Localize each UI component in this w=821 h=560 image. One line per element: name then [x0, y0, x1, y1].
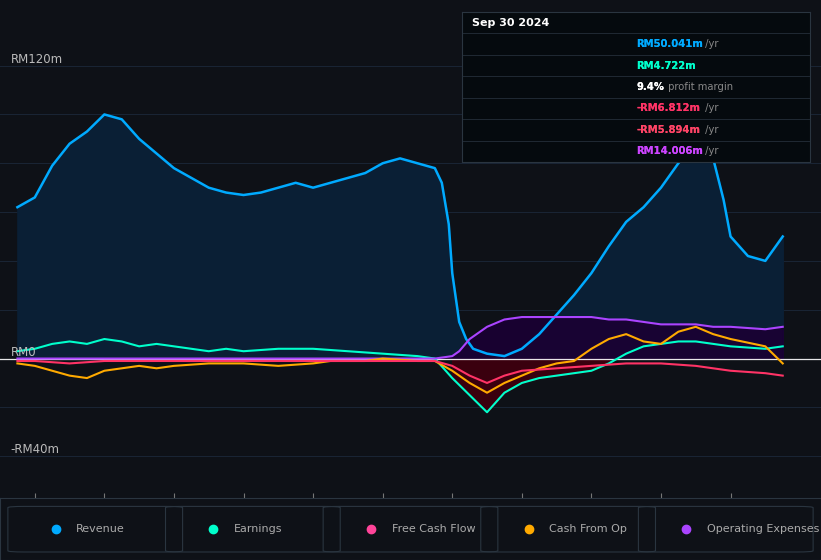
Text: Earnings: Earnings: [234, 524, 282, 534]
Text: /yr: /yr: [702, 125, 718, 135]
Text: Cash From Op: Cash From Op: [549, 524, 627, 534]
Text: -RM5.894m: -RM5.894m: [636, 125, 700, 135]
Text: /yr: /yr: [702, 39, 718, 49]
Text: Sep 30 2024: Sep 30 2024: [472, 18, 550, 27]
Text: -RM5.894m: -RM5.894m: [636, 125, 700, 135]
Text: RM4.722m: RM4.722m: [636, 60, 695, 71]
Text: 9.4%: 9.4%: [636, 82, 664, 92]
Text: RM14.006m: RM14.006m: [636, 146, 703, 156]
Text: -RM40m: -RM40m: [11, 443, 59, 456]
Text: Free Cash Flow: Free Cash Flow: [392, 524, 475, 534]
Text: RM0: RM0: [11, 346, 36, 358]
Text: /yr: /yr: [702, 146, 718, 156]
Text: 9.4%: 9.4%: [636, 82, 664, 92]
Text: -RM6.812m: -RM6.812m: [636, 104, 700, 114]
Text: RM50.041m: RM50.041m: [636, 39, 703, 49]
Text: profit margin: profit margin: [665, 82, 733, 92]
Text: RM120m: RM120m: [11, 53, 62, 66]
Text: Operating Expenses: Operating Expenses: [707, 524, 819, 534]
Text: RM14.006m: RM14.006m: [636, 146, 703, 156]
Text: /yr: /yr: [702, 104, 718, 114]
Text: Revenue: Revenue: [76, 524, 125, 534]
Text: RM4.722m: RM4.722m: [636, 60, 695, 71]
Text: RM50.041m: RM50.041m: [636, 39, 703, 49]
Text: -RM6.812m: -RM6.812m: [636, 104, 700, 114]
